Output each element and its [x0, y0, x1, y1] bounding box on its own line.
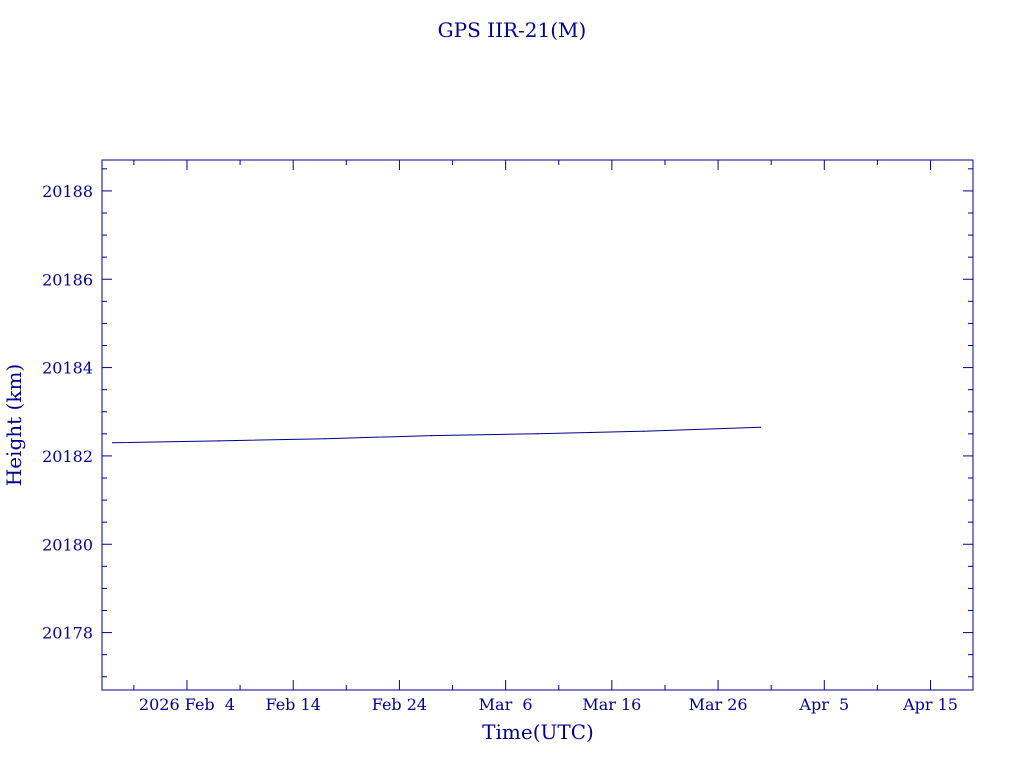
- series-line: [112, 426, 761, 444]
- y-tick-label: 20184: [42, 359, 93, 378]
- data-point: [324, 438, 326, 440]
- data-point: [430, 435, 432, 437]
- data-point: [536, 433, 539, 435]
- y-tick-label: 20178: [42, 624, 93, 643]
- x-tick-label: Mar 6: [479, 695, 533, 714]
- x-tick-label: Apr 5: [798, 695, 849, 714]
- data-point: [112, 442, 114, 444]
- x-tick-label: Apr 15: [902, 695, 958, 714]
- data-point: [643, 430, 645, 432]
- y-tick-label: 20180: [42, 535, 93, 554]
- data-point: [759, 426, 762, 428]
- y-tick-label: 20182: [42, 447, 93, 466]
- data-point: [218, 440, 220, 442]
- series-group: [112, 426, 762, 444]
- x-tick-label: Feb 14: [265, 695, 320, 714]
- y-tick-label: 20186: [42, 270, 93, 289]
- axis-ticks: 20178 20180 20182 20184 20186 20188 2026 Feb 4…: [42, 160, 973, 714]
- x-tick-label: Mar 16: [582, 695, 641, 714]
- y-tick-label: 20188: [42, 182, 93, 201]
- x-tick-label: Mar 26: [689, 695, 748, 714]
- y-axis-title: Height (km): [2, 364, 26, 486]
- x-axis-title: Time(UTC): [482, 720, 594, 744]
- plot-frame: [101, 159, 974, 691]
- chart-title: GPS IIR-21(M): [438, 18, 587, 42]
- x-tick-label: Feb 24: [372, 695, 427, 714]
- x-tick-label: 2026 Feb 4: [139, 695, 235, 714]
